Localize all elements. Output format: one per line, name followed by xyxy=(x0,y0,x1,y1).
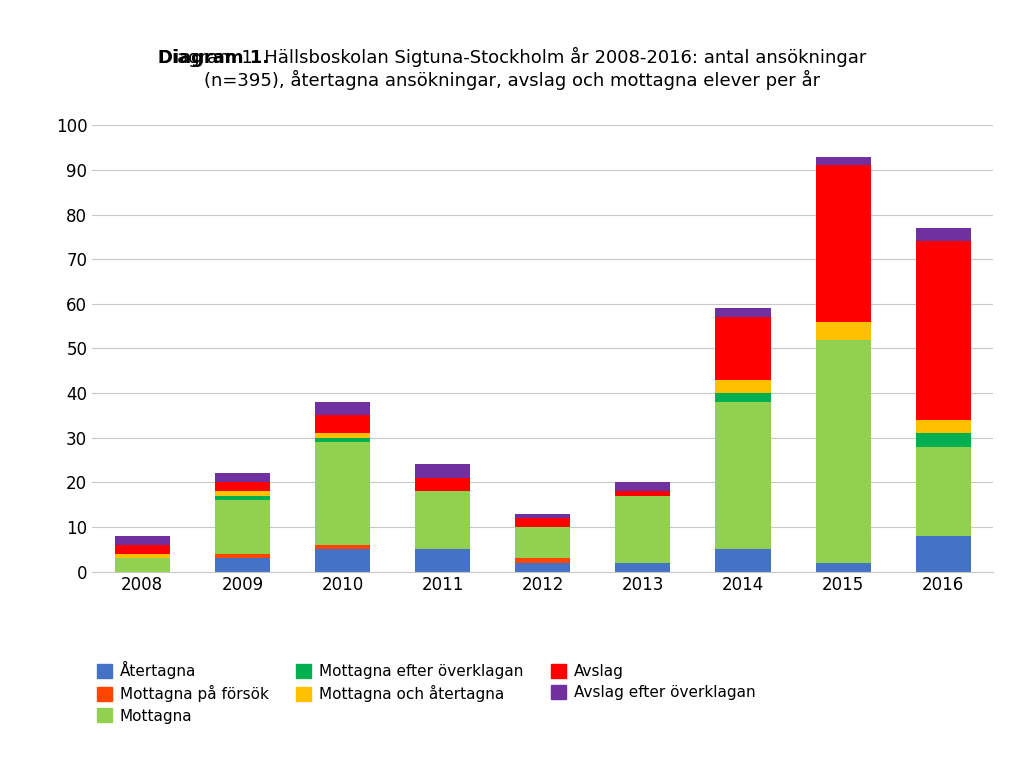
Bar xyxy=(815,563,870,572)
Bar xyxy=(215,554,270,558)
Bar xyxy=(815,165,870,322)
Bar xyxy=(515,558,570,563)
Bar xyxy=(815,340,870,563)
Bar xyxy=(215,496,270,500)
Bar xyxy=(915,241,971,420)
Legend: Återtagna, Mottagna på försök, Mottagna, Mottagna efter överklagan, Mottagna och: Återtagna, Mottagna på försök, Mottagna,… xyxy=(91,655,762,730)
Text: Diagram 1.: Diagram 1. xyxy=(158,49,269,67)
Bar xyxy=(115,558,170,572)
Bar xyxy=(915,536,971,572)
Bar xyxy=(915,228,971,241)
Bar xyxy=(215,474,270,482)
Bar xyxy=(615,482,671,491)
Bar xyxy=(615,491,671,496)
Bar xyxy=(716,317,770,380)
Text: (n=395), återtagna ansökningar, avslag och mottagna elever per år: (n=395), återtagna ansökningar, avslag o… xyxy=(204,70,820,90)
Bar xyxy=(815,322,870,340)
Bar xyxy=(515,563,570,572)
Bar xyxy=(315,433,370,438)
Bar xyxy=(315,442,370,545)
Bar xyxy=(415,491,470,550)
Bar xyxy=(615,496,671,563)
Bar xyxy=(115,536,170,545)
Bar xyxy=(315,545,370,550)
Bar xyxy=(315,402,370,415)
Bar xyxy=(515,514,570,518)
Bar xyxy=(115,554,170,558)
Bar xyxy=(815,157,870,165)
Bar xyxy=(215,482,270,491)
Bar xyxy=(515,527,570,558)
Bar xyxy=(716,550,770,572)
Bar xyxy=(315,415,370,433)
Bar xyxy=(315,550,370,572)
Bar xyxy=(515,518,570,527)
Bar xyxy=(215,558,270,572)
Bar xyxy=(315,438,370,442)
Bar xyxy=(215,500,270,554)
Bar xyxy=(215,491,270,496)
Bar xyxy=(716,393,770,402)
Bar xyxy=(915,446,971,536)
Bar xyxy=(915,420,971,433)
Bar xyxy=(415,478,470,491)
Bar xyxy=(716,309,770,317)
Bar xyxy=(915,433,971,446)
Bar xyxy=(615,563,671,572)
Bar xyxy=(716,402,770,550)
Bar xyxy=(716,380,770,393)
Bar xyxy=(415,550,470,572)
Bar xyxy=(115,545,170,554)
Text: Diagram 1. Hällsboskolan Sigtuna-Stockholm år 2008-2016: antal ansökningar: Diagram 1. Hällsboskolan Sigtuna-Stockho… xyxy=(158,46,866,67)
Bar xyxy=(415,464,470,478)
